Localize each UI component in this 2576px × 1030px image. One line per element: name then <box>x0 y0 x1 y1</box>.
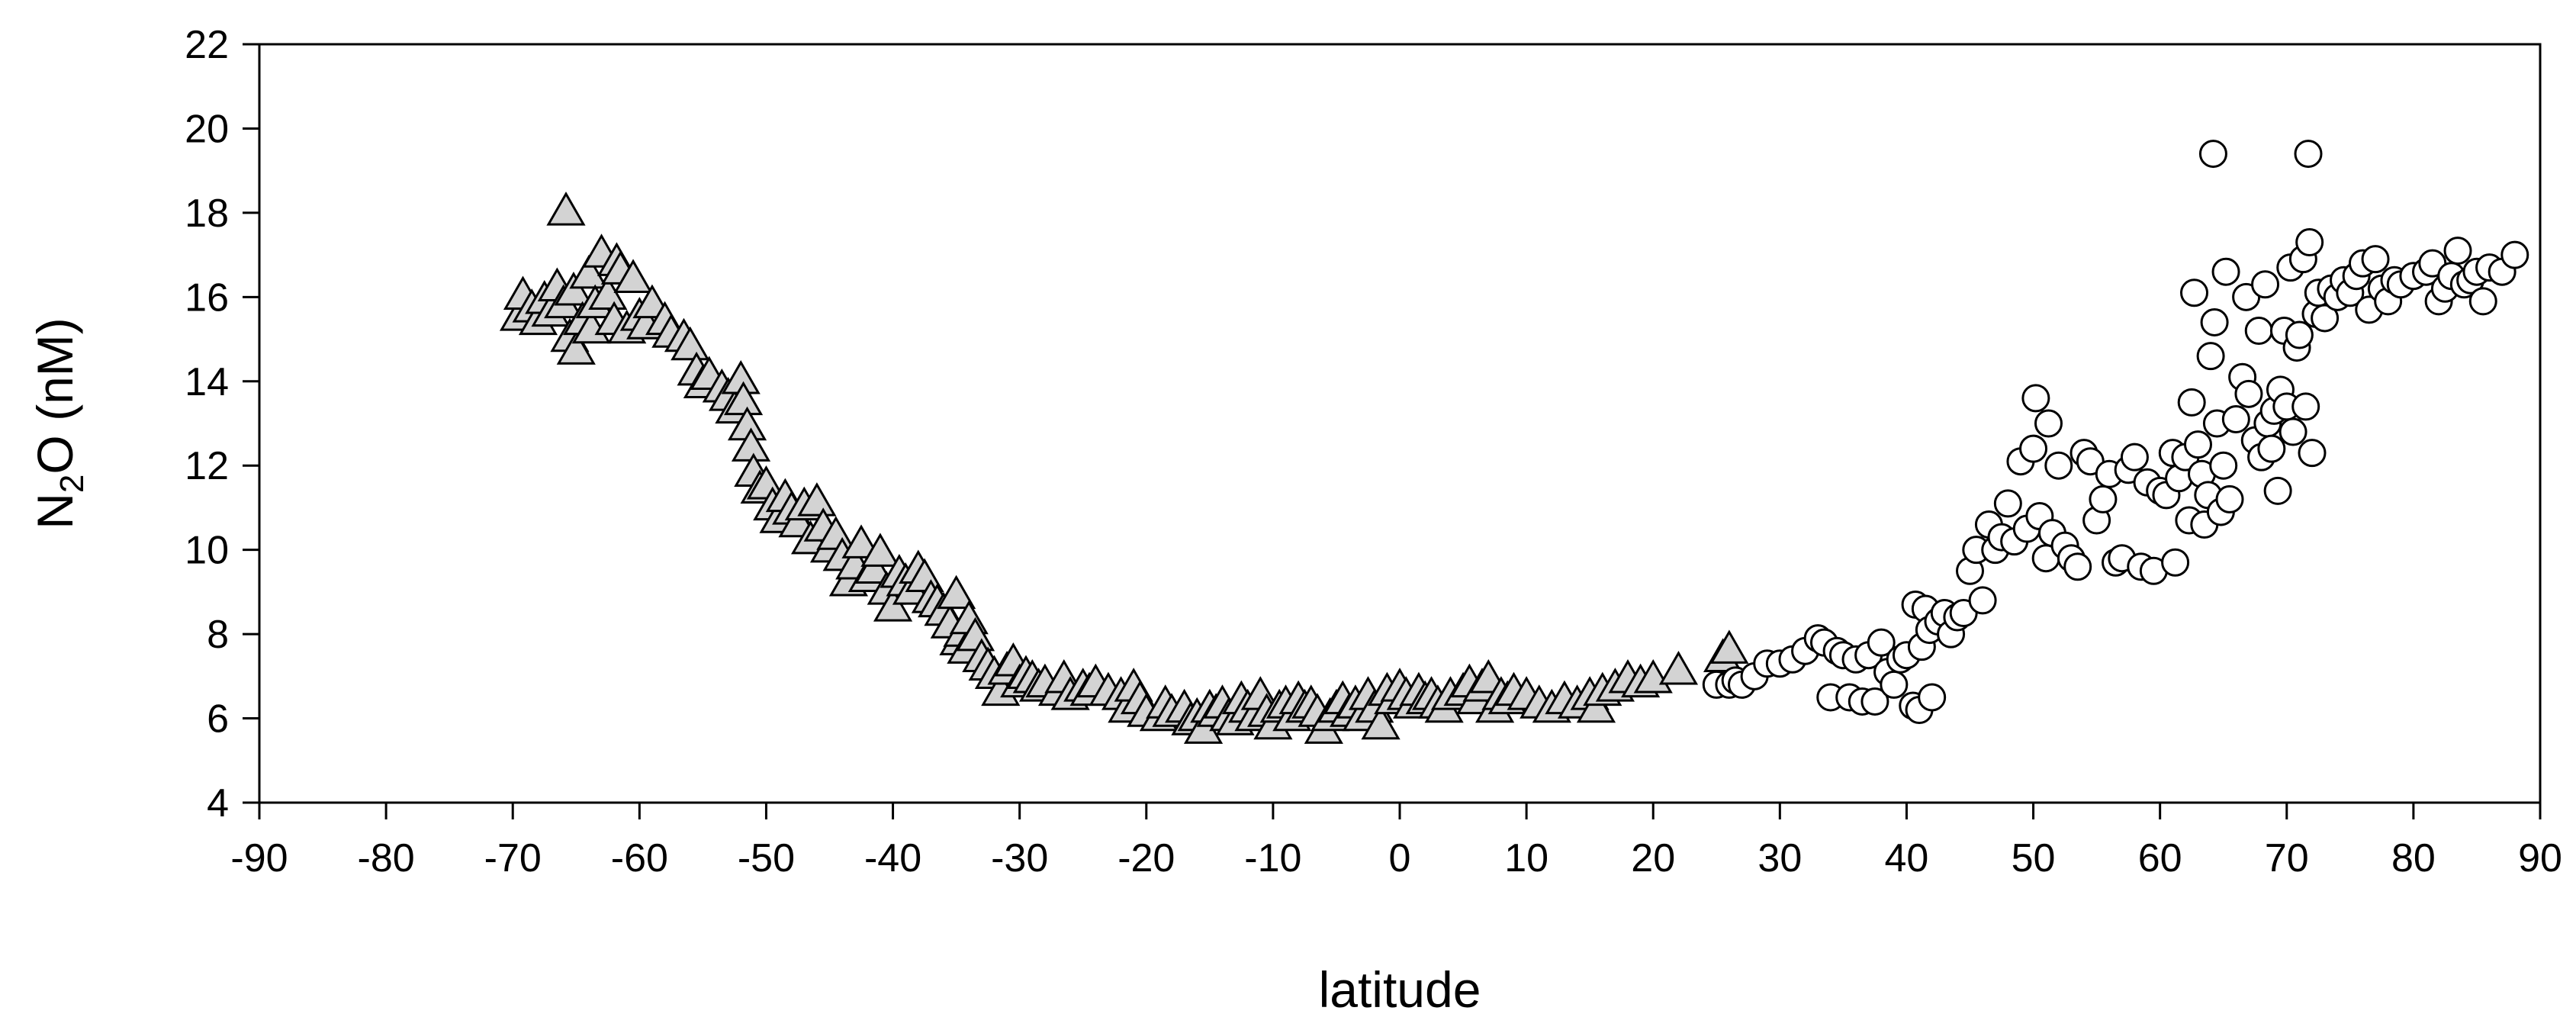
circle-point <box>2200 307 2229 336</box>
circle-point <box>2443 237 2472 266</box>
circle-point <box>2251 270 2280 299</box>
y-tick-label: 4 <box>207 781 229 826</box>
circle-point <box>2257 434 2286 463</box>
circle-point <box>2089 484 2118 513</box>
y-axis-title-subscript: 2 <box>53 475 91 493</box>
triangle-point <box>860 533 900 567</box>
x-tick-label: -40 <box>864 836 921 880</box>
triangle-point <box>797 482 837 517</box>
circle-point <box>2244 317 2273 346</box>
circle-point <box>2177 388 2206 417</box>
triangle-point <box>1576 688 1616 723</box>
y-tick-label: 8 <box>207 613 229 657</box>
y-tick-label: 6 <box>207 697 229 742</box>
circle-point <box>1968 586 1997 615</box>
circle-point <box>2021 384 2050 413</box>
x-tick-label: -50 <box>738 836 795 880</box>
circle-point <box>2211 257 2240 286</box>
circle-point <box>2184 430 2212 459</box>
x-tick-label: 80 <box>2391 836 2436 880</box>
triangle-point <box>613 259 653 293</box>
circle-point <box>2263 476 2292 505</box>
y-tick-label: 22 <box>185 23 229 67</box>
triangle-point <box>588 275 628 311</box>
circle-point <box>2019 434 2048 463</box>
x-tick-label: -70 <box>484 836 542 880</box>
triangle-point <box>556 330 596 365</box>
x-tick-label: 50 <box>2012 836 2056 880</box>
triangle-point <box>854 549 894 584</box>
circle-point <box>2500 240 2529 269</box>
x-tick-label: 30 <box>1758 836 1802 880</box>
y-tick-label: 10 <box>185 529 229 573</box>
x-tick-label: -20 <box>1118 836 1175 880</box>
y-axis-title-main: N <box>27 493 83 529</box>
x-tick-label: -90 <box>230 836 288 880</box>
circle-point <box>2196 342 2225 371</box>
circle-point <box>1880 670 1909 699</box>
x-tick-label: 60 <box>2138 836 2182 880</box>
x-tick-label: -30 <box>991 836 1048 880</box>
circle-point <box>2468 287 2497 316</box>
x-axis-title: latitude <box>1319 961 1481 1018</box>
triangle-point <box>937 575 976 610</box>
circle-point <box>1860 687 1889 716</box>
circle-point <box>2298 439 2327 468</box>
circle-point <box>2120 443 2149 472</box>
y-tick-label: 12 <box>185 444 229 488</box>
circle-point <box>2034 409 2063 438</box>
circle-point <box>2044 451 2073 480</box>
triangle-point <box>1709 629 1749 664</box>
circle-point <box>1993 489 2022 518</box>
y-tick-label: 18 <box>185 192 229 236</box>
y-axis-title: N2O (nM) <box>27 317 91 529</box>
x-tick-label: 10 <box>1504 836 1548 880</box>
circle-point <box>2311 304 2340 333</box>
axes: -90 -80 -70 -60 -50 -40 -30 -20 -10 0 10 20 30 40 50 60… <box>185 23 2562 880</box>
circle-point <box>2361 245 2390 274</box>
x-tick-label: 20 <box>1631 836 1675 880</box>
x-tick-label: -60 <box>611 836 668 880</box>
circle-point <box>1918 683 1947 712</box>
circle-point <box>2221 404 2250 433</box>
circle-point <box>2161 548 2190 577</box>
circle-point <box>1867 628 1896 657</box>
triangle-point <box>554 272 593 306</box>
y-axis-title-unit: O (nM) <box>27 317 83 474</box>
x-tick-label: -10 <box>1244 836 1301 880</box>
x-tick-label: 40 <box>1885 836 1929 880</box>
triangle-point <box>1658 651 1699 685</box>
triangle-point <box>873 587 913 622</box>
circle-point <box>2234 379 2263 408</box>
y-tick-label: 16 <box>185 275 229 320</box>
triangle-point <box>1361 705 1401 740</box>
triangle-point <box>546 192 586 226</box>
circle-point <box>2294 140 2323 169</box>
circle-point <box>2180 278 2209 307</box>
circle-point <box>2295 228 2324 257</box>
circle-point <box>2209 451 2238 480</box>
axis-labels: latitude N2O (nM) <box>27 317 1481 1018</box>
circle-point <box>2198 140 2227 169</box>
circle-point <box>2063 552 2092 581</box>
x-tick-label: 0 <box>1389 836 1411 880</box>
triangle-point <box>671 326 710 361</box>
circle-point <box>2215 484 2244 513</box>
y-tick-label: 20 <box>185 107 229 151</box>
triangle-point <box>841 524 881 558</box>
x-tick-label: -80 <box>358 836 415 880</box>
circle-point <box>2285 320 2314 349</box>
circle-point <box>2291 392 2320 421</box>
x-tick-label: 90 <box>2518 836 2562 880</box>
x-tick-label: 70 <box>2265 836 2309 880</box>
triangle-point <box>569 254 609 289</box>
data-points <box>499 140 2529 744</box>
circle-point <box>2279 417 2307 446</box>
y-tick-label: 14 <box>185 360 229 404</box>
